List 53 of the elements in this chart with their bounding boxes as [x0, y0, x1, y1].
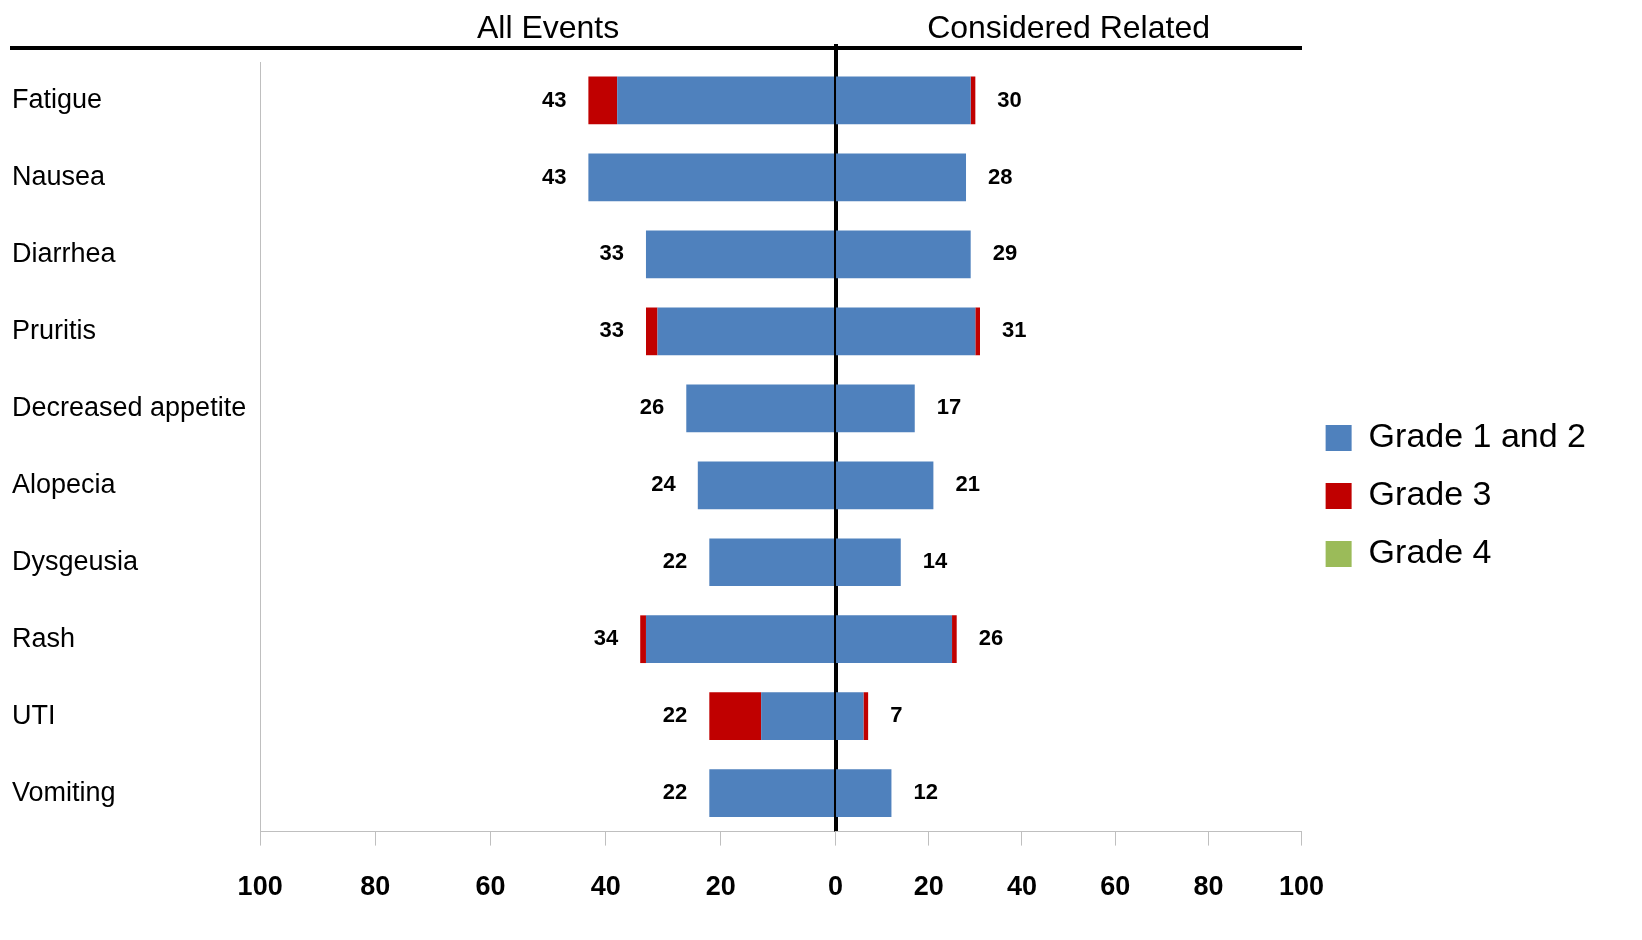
y-tick-label: Nausea [12, 160, 107, 191]
x-tick-label: 40 [590, 871, 621, 902]
total-label: 43 [541, 86, 567, 112]
y-tick-label: Fatigue [12, 83, 103, 114]
total-label: 21 [955, 471, 981, 497]
bar [952, 615, 958, 664]
total-label: 14 [923, 548, 949, 574]
bar [588, 76, 618, 125]
x-tick-label: 80 [1193, 871, 1224, 902]
total-label: 26 [979, 625, 1004, 651]
y-tick-label: Vomiting [12, 776, 116, 807]
y-tick-label: Dysgeusia [12, 545, 140, 576]
x-tick-label: 0 [828, 871, 844, 902]
text: Considered Related [927, 9, 1211, 45]
x-tick-label: 60 [475, 871, 506, 902]
bar [975, 307, 981, 356]
text: All Events [476, 9, 620, 45]
y-tick-label: Diarrhea [12, 237, 117, 268]
legend-label: Grade 4 [1369, 532, 1492, 571]
y-tick-label: Rash [12, 622, 76, 653]
total-label: 31 [1002, 317, 1027, 343]
total-label: 43 [541, 163, 567, 189]
x-tick-label: 80 [360, 871, 391, 902]
bar [863, 692, 869, 741]
total-label: 24 [651, 471, 677, 497]
y-tick-label: Alopecia [12, 468, 117, 499]
legend-label: Grade 1 and 2 [1369, 416, 1587, 455]
x-tick-label: 20 [914, 871, 945, 902]
x-tick-label: 100 [1279, 871, 1325, 902]
x-tick-label: 40 [1007, 871, 1038, 902]
y-tick-label: UTI [12, 699, 56, 730]
total-label: 28 [988, 163, 1013, 189]
total-label: 17 [937, 394, 962, 420]
legend-label: Grade 3 [1369, 474, 1492, 513]
y-tick-label: Pruritis [12, 314, 97, 345]
bar [640, 615, 646, 664]
total-label: 22 [662, 702, 688, 728]
x-tick-label: 100 [237, 871, 283, 902]
total-label: 33 [599, 240, 624, 266]
total-label: 29 [993, 240, 1018, 266]
total-label: 22 [662, 548, 688, 574]
total-label: 34 [593, 625, 619, 651]
total-label: 26 [639, 394, 665, 420]
total-label: 12 [913, 779, 939, 805]
total-label: 7 [890, 702, 903, 728]
total-label: 30 [997, 86, 1023, 112]
bar [709, 692, 762, 741]
total-label: 33 [599, 317, 624, 343]
x-tick-label: 60 [1100, 871, 1131, 902]
bar [645, 307, 658, 356]
y-tick-label: Decreased appetite [12, 391, 247, 422]
total-label: 22 [662, 779, 688, 805]
x-tick-label: 20 [705, 871, 736, 902]
